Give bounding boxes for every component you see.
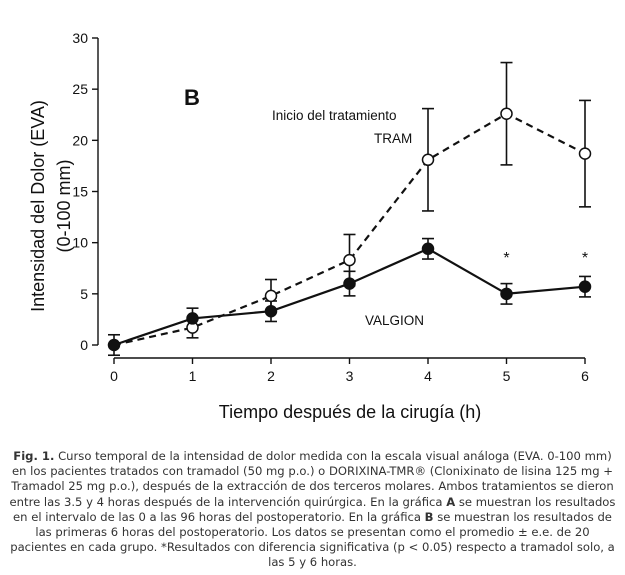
data-point-valgion [186, 312, 199, 325]
data-point-tram [421, 153, 435, 167]
y-axis-title: Intensidad del Dolor (EVA) (0-100 mm) [28, 100, 74, 312]
data-point-tram [264, 289, 278, 303]
x-tick-label: 1 [189, 368, 197, 384]
data-marks: * * [107, 61, 592, 357]
axes: 0 5 10 15 20 25 30 0 1 2 3 4 5 6 [72, 30, 589, 384]
caption-text-2: se muestran los resultados en el interva… [13, 494, 616, 524]
y-axis-title-line1: Intensidad del Dolor (EVA) [28, 100, 48, 312]
annotation-tram: TRAM [374, 131, 412, 146]
x-tick-label: 6 [581, 368, 589, 384]
y-tick-label: 5 [80, 286, 88, 302]
data-point-valgion [578, 280, 592, 293]
panel-label: B [184, 85, 200, 110]
y-tick-label: 25 [72, 81, 88, 97]
x-tick-label: 3 [346, 368, 354, 384]
y-tick-label: 10 [72, 235, 88, 251]
x-tick-label: 0 [110, 368, 118, 384]
pain-intensity-chart: Intensidad del Dolor (EVA) (0-100 mm) Ti… [28, 30, 592, 422]
y-tick-label: 15 [72, 184, 88, 200]
annotation-valgion: VALGION [365, 313, 424, 328]
caption-text-1: Curso temporal de la intensidad de dolor… [9, 449, 614, 509]
caption-graph-b: B [424, 509, 434, 524]
x-tick-label: 2 [267, 368, 275, 384]
x-tick-label: 4 [424, 368, 432, 384]
significance-star: * [503, 250, 509, 267]
caption-graph-a: A [446, 494, 456, 509]
annotation-inicio-tratamiento: Inicio del tratamiento [272, 108, 397, 123]
data-point-valgion [107, 338, 121, 352]
x-tick-label: 5 [503, 368, 511, 384]
data-point-valgion [343, 277, 356, 290]
series-line-tram [113, 112, 586, 347]
y-tick-label: 20 [72, 132, 88, 148]
figure-caption: Fig. 1. Curso temporal de la intensidad … [8, 449, 617, 571]
data-point-valgion [264, 304, 278, 318]
data-point-tram [578, 147, 592, 160]
y-tick-label: 0 [80, 337, 88, 353]
caption-fig-label: Fig. 1. [13, 449, 55, 463]
data-point-valgion [421, 242, 435, 256]
significance-star: * [582, 250, 588, 267]
y-axis-title-line2: (0-100 mm) [54, 159, 74, 252]
data-point-valgion [500, 287, 513, 301]
data-point-tram [343, 253, 356, 267]
caption-text-3: se muestran los resultados de las primer… [10, 509, 615, 570]
x-axis-title: Tiempo después de la cirugía (h) [219, 402, 481, 422]
data-point-tram [500, 107, 513, 120]
y-tick-label: 30 [72, 30, 88, 46]
